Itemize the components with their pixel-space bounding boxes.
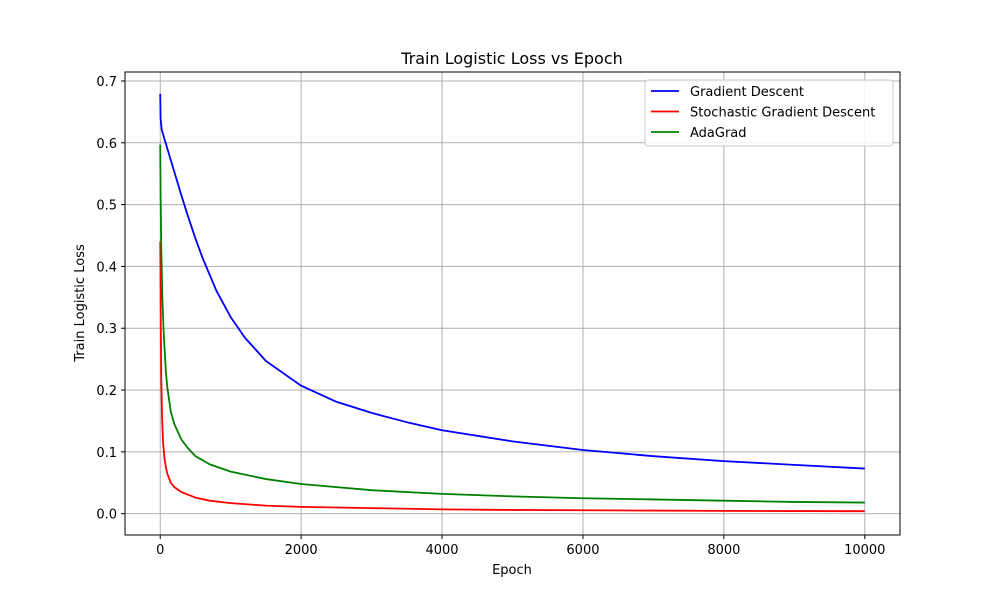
chart-title: Train Logistic Loss vs Epoch [400,49,623,68]
plot-area-frame [124,71,901,536]
y-axis-label: Train Logistic Loss [73,244,88,363]
legend: Gradient Descent Stochastic Gradient Desc… [644,79,894,147]
grid-layer [125,72,900,535]
legend-label-adagrad: AdaGrad [690,126,747,141]
x-tick-label: 0 [156,543,164,558]
x-tick-label: 10000 [844,543,885,558]
legend-label-gradient-descent: Gradient Descent [690,85,804,100]
series-line-stochastic-gradient-descent [159,241,865,513]
series-line-adagrad [159,144,865,504]
series-layer [159,93,865,513]
legend-label-stochastic-gradient-descent: Stochastic Gradient Descent [690,106,875,121]
x-axis-label: Epoch [492,563,532,578]
y-tick-label: 0.3 [96,322,117,337]
y-tick-label: 0.6 [96,137,117,152]
y-tick-label: 0.5 [96,199,117,214]
x-tick-label: 8000 [707,543,740,558]
x-tick-label: 4000 [425,543,458,558]
x-tick-label: 6000 [566,543,599,558]
ticks-layer: 0 2000 4000 6000 8000 10000 0.0 0.1 0.2 0.3 0.4 0.5… [96,75,885,558]
y-tick-label: 0.0 [96,508,117,523]
x-tick-label: 2000 [285,543,318,558]
legend-box [644,79,894,147]
y-tick-label: 0.1 [96,446,117,461]
y-tick-label: 0.4 [96,260,117,275]
y-tick-label: 0.2 [96,384,117,399]
y-tick-label: 0.7 [96,75,117,90]
series-line-gradient-descent [159,93,865,470]
